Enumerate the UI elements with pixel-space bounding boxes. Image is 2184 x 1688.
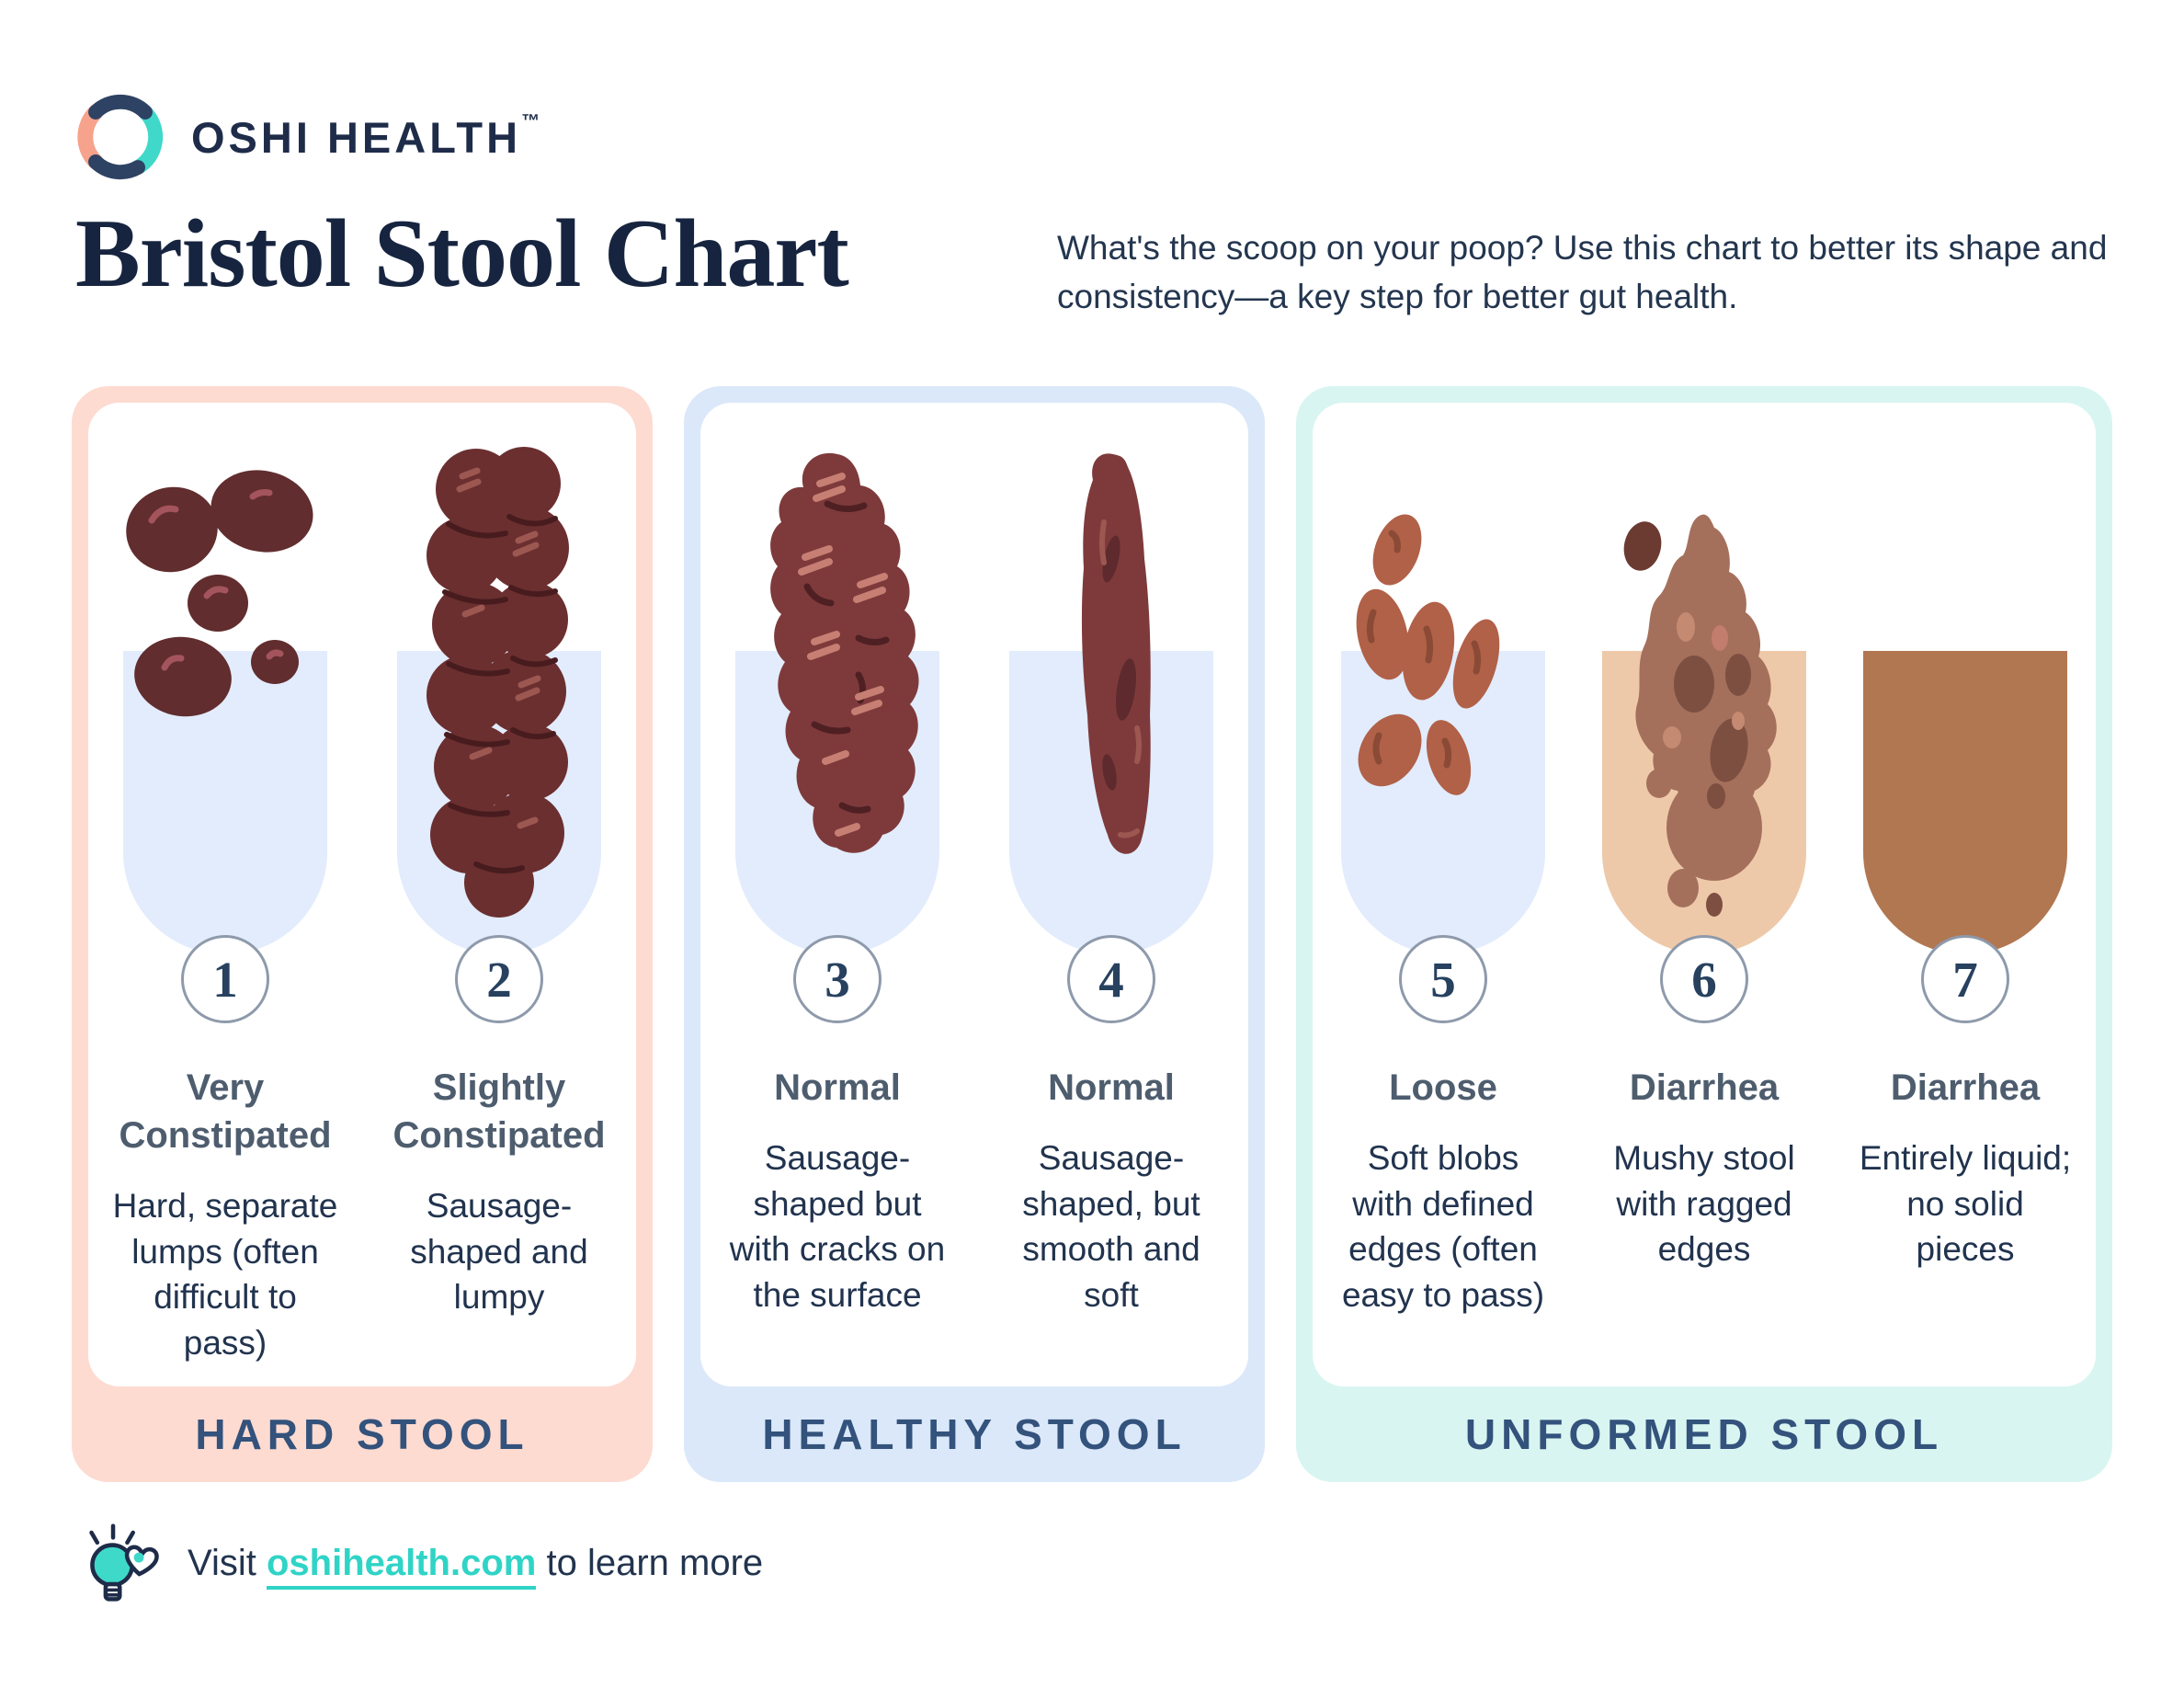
panel-unformed-stool-label: UNFORMED STOOL bbox=[1464, 1410, 1944, 1458]
footer-text: Visit oshihealth.com to learn more bbox=[188, 1542, 764, 1590]
stool-type-4-art bbox=[974, 403, 1248, 954]
stool-panels-row: 1 Very Constipated Hard, separate lumps … bbox=[72, 386, 2112, 1482]
panel-unformed-stool: 5 Loose Soft blobs with defined edges (o… bbox=[1296, 386, 2112, 1482]
stool-type-6-column: 6 Diarrhea Mushy stool with ragged edges bbox=[1574, 403, 1835, 1386]
stool-type-7-column: 7 Diarrhea Entirely liquid; no solid pie… bbox=[1835, 403, 2096, 1386]
page-subtitle: What's the scoop on your poop? Use this … bbox=[1057, 229, 2108, 315]
panel-healthy-stool-label: HEALTHY STOOL bbox=[762, 1410, 1187, 1458]
panel-hard-stool-card: 1 Very Constipated Hard, separate lumps … bbox=[88, 403, 636, 1386]
oshi-health-swirl-logo-icon bbox=[77, 94, 164, 180]
stool-type-7-description: Entirely liquid; no solid pieces bbox=[1859, 1139, 2072, 1269]
brand-trademark: ™ bbox=[521, 111, 540, 131]
toilet-bowl-liquid-fill bbox=[1863, 651, 2067, 954]
panel-hard-stool-label: HARD STOOL bbox=[195, 1410, 529, 1458]
stool-type-4-name: Normal bbox=[1048, 1067, 1175, 1108]
page-title: Bristol Stool Chart bbox=[75, 200, 849, 307]
stool-type-3-art bbox=[700, 403, 974, 954]
footer-text-after: to learn more bbox=[536, 1542, 764, 1583]
stool-type-1-art bbox=[88, 403, 362, 954]
stool-type-1-name: Very Constipated bbox=[119, 1067, 332, 1156]
stool-type-2-number-badge: 2 bbox=[455, 935, 543, 1023]
footer: Visit oshihealth.com to learn more bbox=[70, 1519, 763, 1607]
stool-type-5-name: Loose bbox=[1389, 1067, 1497, 1108]
stool-type-7-art bbox=[1835, 403, 2096, 954]
stool-type-2-column: 2 Slightly Constipated Sausage-shaped an… bbox=[362, 403, 636, 1386]
panel-healthy-stool-card: 3 Normal Sausage-shaped but with cracks … bbox=[700, 403, 1248, 1386]
lightbulb-heart-icon bbox=[89, 1523, 159, 1602]
stool-type-6-number-badge: 6 bbox=[1660, 935, 1748, 1023]
stool-type-6-name: Diarrhea bbox=[1629, 1067, 1780, 1108]
stool-type-3-name: Normal bbox=[774, 1067, 901, 1108]
stool-type-2-name: Slightly Constipated bbox=[392, 1067, 606, 1156]
stool-type-6-art bbox=[1574, 403, 1835, 954]
brand-name-text: OSHI HEALTH bbox=[191, 113, 522, 162]
stool-type-3-illustration bbox=[770, 452, 919, 853]
stool-type-1-illustration bbox=[126, 470, 313, 717]
stool-type-3-column: 3 Normal Sausage-shaped but with cracks … bbox=[700, 403, 974, 1386]
stool-type-4-description: Sausage-shaped, but smooth and soft bbox=[1022, 1139, 1200, 1314]
stool-type-5-illustration bbox=[1356, 514, 1499, 795]
stool-type-5-column: 5 Loose Soft blobs with defined edges (o… bbox=[1313, 403, 1574, 1386]
stool-type-5-description: Soft blobs with defined edges (often eas… bbox=[1341, 1139, 1545, 1314]
oshihealth-link[interactable]: oshihealth.com bbox=[266, 1542, 537, 1590]
stool-type-6-description: Mushy stool with ragged edges bbox=[1613, 1139, 1795, 1269]
panel-healthy-stool: 3 Normal Sausage-shaped but with cracks … bbox=[684, 386, 1265, 1482]
footer-text-before: Visit bbox=[188, 1542, 267, 1583]
stool-type-1-number-badge: 1 bbox=[181, 935, 269, 1023]
stool-type-1-column: 1 Very Constipated Hard, separate lumps … bbox=[88, 403, 362, 1386]
stool-type-7-name: Diarrhea bbox=[1890, 1067, 2041, 1108]
brand-logo-row: OSHI HEALTH™ bbox=[72, 88, 540, 186]
stool-type-2-art bbox=[362, 403, 636, 954]
stool-type-4-number-badge: 4 bbox=[1067, 935, 1155, 1023]
toilet-bowl-shape bbox=[1341, 651, 1545, 954]
stool-type-6-illustration bbox=[1623, 514, 1777, 917]
panel-unformed-stool-card: 5 Loose Soft blobs with defined edges (o… bbox=[1313, 403, 2096, 1386]
stool-type-5-art bbox=[1313, 403, 1574, 954]
stool-type-4-column: 4 Normal Sausage-shaped, but smooth and … bbox=[974, 403, 1248, 1386]
brand-name: OSHI HEALTH™ bbox=[191, 111, 540, 163]
stool-type-2-description: Sausage-shaped and lumpy bbox=[410, 1187, 588, 1317]
panel-hard-stool: 1 Very Constipated Hard, separate lumps … bbox=[72, 386, 653, 1482]
stool-type-7-number-badge: 7 bbox=[1921, 935, 2009, 1023]
stool-type-2-illustration bbox=[427, 447, 569, 918]
stool-type-4-illustration bbox=[1081, 453, 1151, 854]
stool-type-5-number-badge: 5 bbox=[1399, 935, 1487, 1023]
stool-type-3-number-badge: 3 bbox=[793, 935, 882, 1023]
stool-type-3-description: Sausage-shaped but with cracks on the su… bbox=[729, 1139, 946, 1314]
stool-type-1-description: Hard, separate lumps (often difficult to… bbox=[112, 1187, 338, 1362]
